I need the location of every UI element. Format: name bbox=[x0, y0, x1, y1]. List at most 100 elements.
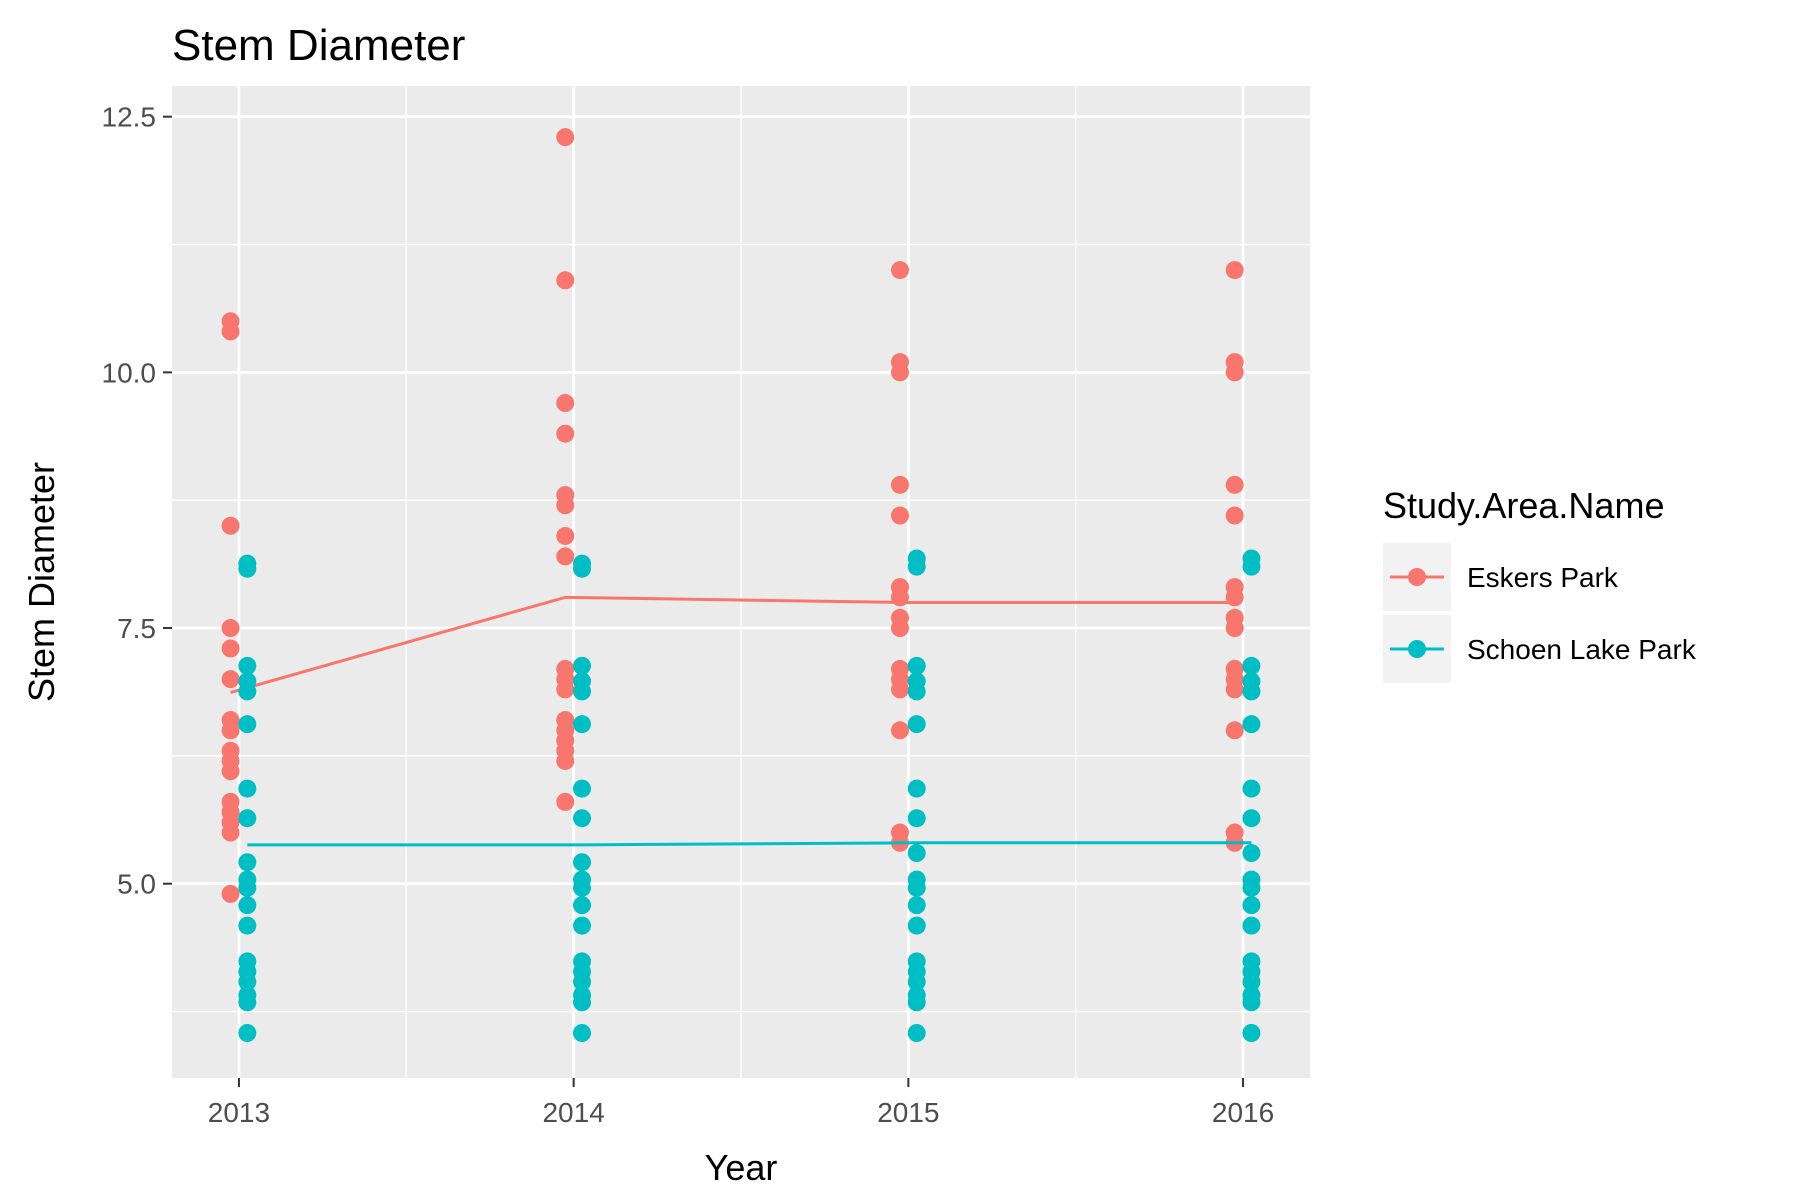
x-axis-title: Year bbox=[705, 1147, 778, 1188]
data-point bbox=[1242, 993, 1261, 1012]
data-point bbox=[238, 779, 257, 798]
data-point bbox=[556, 751, 575, 770]
data-point bbox=[556, 424, 575, 443]
legend-key-point bbox=[1408, 640, 1426, 658]
data-point bbox=[907, 779, 926, 798]
y-tick-label: 12.5 bbox=[102, 102, 157, 133]
data-point bbox=[573, 972, 592, 991]
data-point bbox=[221, 516, 240, 535]
data-point bbox=[238, 993, 257, 1012]
data-point bbox=[1242, 844, 1261, 863]
data-point bbox=[1242, 896, 1261, 915]
series-eskers-park bbox=[221, 128, 1244, 903]
data-point bbox=[907, 682, 926, 701]
data-point bbox=[1225, 588, 1244, 607]
data-point bbox=[238, 715, 257, 734]
legend-label: Schoen Lake Park bbox=[1467, 634, 1697, 665]
y-tick-label: 7.5 bbox=[117, 613, 156, 644]
data-point bbox=[1225, 363, 1244, 382]
data-point bbox=[556, 792, 575, 811]
data-point bbox=[238, 809, 257, 828]
mean-line bbox=[247, 841, 1252, 847]
data-point bbox=[907, 896, 926, 915]
data-point bbox=[556, 271, 575, 290]
data-point bbox=[907, 715, 926, 734]
data-point bbox=[238, 682, 257, 701]
data-point bbox=[238, 878, 257, 897]
data-point bbox=[1225, 475, 1244, 494]
data-point bbox=[221, 670, 240, 689]
data-point bbox=[1242, 715, 1261, 734]
x-tick-label: 2013 bbox=[208, 1097, 270, 1128]
data-point bbox=[221, 884, 240, 903]
data-point bbox=[556, 547, 575, 566]
data-point bbox=[556, 680, 575, 699]
y-tick-label: 10.0 bbox=[102, 357, 157, 388]
y-axis-title: Stem Diameter bbox=[21, 462, 62, 702]
data-point bbox=[1242, 1024, 1261, 1043]
data-point bbox=[573, 896, 592, 915]
data-point bbox=[907, 878, 926, 897]
data-point bbox=[907, 972, 926, 991]
data-point bbox=[221, 322, 240, 341]
data-point bbox=[1242, 779, 1261, 798]
data-point bbox=[1242, 557, 1261, 576]
data-point bbox=[221, 762, 240, 781]
data-point bbox=[1225, 261, 1244, 280]
x-tick-label: 2016 bbox=[1212, 1097, 1274, 1128]
data-point bbox=[573, 779, 592, 798]
data-point bbox=[890, 588, 909, 607]
data-point bbox=[238, 559, 257, 578]
data-point bbox=[221, 823, 240, 842]
legend-label: Eskers Park bbox=[1467, 562, 1619, 593]
y-tick-label: 5.0 bbox=[117, 869, 156, 900]
data-point bbox=[573, 809, 592, 828]
legend-title: Study.Area.Name bbox=[1383, 485, 1664, 526]
data-point bbox=[556, 496, 575, 515]
data-point bbox=[556, 526, 575, 545]
data-point bbox=[238, 1024, 257, 1043]
data-point bbox=[556, 394, 575, 413]
data-point bbox=[238, 853, 257, 872]
data-point bbox=[1242, 972, 1261, 991]
data-point bbox=[573, 715, 592, 734]
x-tick-label: 2015 bbox=[877, 1097, 939, 1128]
data-point bbox=[1242, 916, 1261, 935]
legend: Study.Area.Name Eskers Park Schoen Lake P… bbox=[1383, 485, 1697, 683]
data-point bbox=[238, 916, 257, 935]
data-point bbox=[890, 619, 909, 638]
data-point bbox=[890, 261, 909, 280]
data-point bbox=[890, 475, 909, 494]
data-point bbox=[1242, 656, 1261, 675]
data-point bbox=[907, 844, 926, 863]
data-point bbox=[573, 1024, 592, 1043]
legend-key-point bbox=[1408, 568, 1426, 586]
data-point bbox=[1225, 680, 1244, 699]
data-point bbox=[1242, 878, 1261, 897]
data-point bbox=[573, 916, 592, 935]
chart-title: Stem Diameter bbox=[172, 21, 465, 70]
x-tick-label: 2014 bbox=[542, 1097, 604, 1128]
data-point bbox=[573, 682, 592, 701]
data-point bbox=[1242, 809, 1261, 828]
data-point bbox=[890, 506, 909, 525]
data-point bbox=[890, 721, 909, 740]
data-point bbox=[573, 656, 592, 675]
data-point bbox=[890, 363, 909, 382]
data-point bbox=[907, 1024, 926, 1043]
data-point bbox=[221, 721, 240, 740]
data-point bbox=[221, 619, 240, 638]
data-point bbox=[907, 916, 926, 935]
data-point bbox=[238, 972, 257, 991]
data-point bbox=[556, 128, 575, 147]
data-point bbox=[238, 896, 257, 915]
data-point bbox=[1242, 682, 1261, 701]
data-point bbox=[573, 559, 592, 578]
data-point bbox=[907, 993, 926, 1012]
data-point bbox=[1225, 619, 1244, 638]
data-point bbox=[907, 809, 926, 828]
data-point bbox=[573, 993, 592, 1012]
data-point bbox=[573, 878, 592, 897]
series bbox=[221, 128, 1261, 1043]
